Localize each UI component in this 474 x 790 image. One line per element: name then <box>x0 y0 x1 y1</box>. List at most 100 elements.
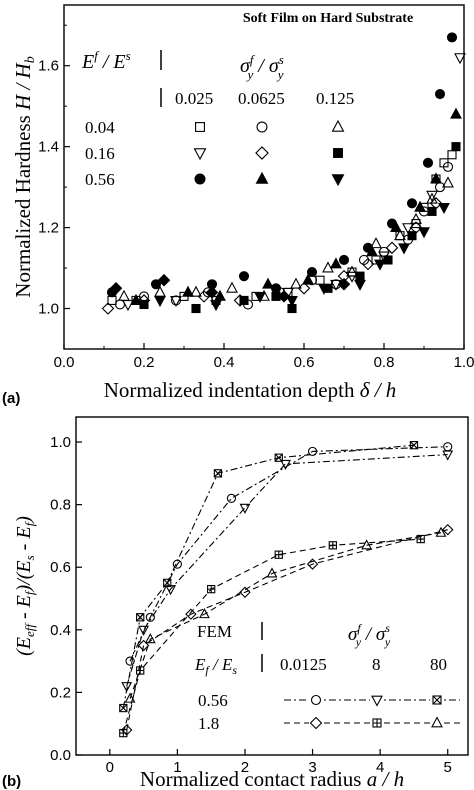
point-b-crossed-square-cross <box>163 578 172 587</box>
legend-b-row-value: 1.8 <box>198 714 219 733</box>
point-b-plus-square-plus <box>136 666 144 675</box>
point-a-open-triangle-up <box>370 237 382 249</box>
point-a-filled-triangle-up <box>182 285 194 297</box>
x-tick-label-a: 1.0 <box>454 354 474 371</box>
point-a-open-triangle-up <box>226 281 238 293</box>
legend-b-crossed-square-cross <box>432 695 442 705</box>
legend-a-row-value: 0.56 <box>85 170 115 189</box>
point-a-open-triangle-up <box>394 229 406 241</box>
point-a-filled-triangle-up <box>430 172 442 184</box>
legend-a-col-value: 0.025 <box>175 89 213 108</box>
series-line-b-crossed-square <box>122 444 414 709</box>
panel-a-x-axis-label: Normalized indentation depth δ / h <box>104 378 397 402</box>
point-a-filled-triangle-up <box>330 257 342 269</box>
point-b-open-circle <box>125 656 135 666</box>
x-tick-label-a: 0.0 <box>54 354 75 371</box>
x-tick-label-b: 0 <box>106 759 114 776</box>
point-b-crossed-square-box <box>136 613 145 622</box>
x-tick-label-a: 0.8 <box>374 354 395 371</box>
legend-b-marker-bg <box>309 716 323 730</box>
legend-b-col-value: 0.0125 <box>280 655 327 674</box>
point-b-open-triangle-up <box>266 567 278 578</box>
panel-a-data-points <box>101 32 466 315</box>
y-tick-label-b: 0.6 <box>50 559 71 576</box>
legend-b-open-diamond <box>309 716 323 730</box>
point-b-open-circle <box>226 493 237 503</box>
x-tick-label-a: 0.4 <box>214 354 235 371</box>
legend-a-filled-triangle-down <box>331 174 345 187</box>
legend-a-filled-square <box>333 148 343 158</box>
panel-b: 0 1 2 3 4 5 0.0 0.2 0.4 0.6 0.8 1.0 FEM σf y / σs y E… <box>2 416 469 790</box>
point-a-filled-triangle-down <box>210 300 222 312</box>
point-b-crossed-square <box>136 613 145 622</box>
point-a-filled-triangle-down <box>398 243 410 255</box>
legend-b-col-value: 8 <box>372 655 381 674</box>
panel-a-legend-row-header: Ef / Es <box>81 48 131 73</box>
point-a-filled-triangle-down <box>374 259 386 271</box>
series-line-b-open-triangle-down <box>126 454 448 687</box>
point-a-open-triangle-down <box>122 300 134 312</box>
legend-a-filled-triangle-up <box>255 171 269 184</box>
point-b-open-circle <box>307 446 318 457</box>
point-a-filled-triangle-up <box>302 273 314 285</box>
point-a-filled-triangle-down <box>354 279 366 291</box>
point-a-filled-triangle-up <box>262 277 274 289</box>
point-b-plus-square <box>416 534 425 544</box>
legend-b-crossed-square-box <box>432 695 442 705</box>
point-a-filled-square <box>451 142 461 152</box>
point-a-filled-circle <box>338 254 350 266</box>
point-b-open-triangle-up <box>124 692 136 703</box>
series-line-b-open-triangle-up <box>129 532 442 699</box>
x-tick-label-b: 3 <box>308 759 316 776</box>
point-a-open-triangle-up <box>410 212 422 224</box>
legend-a-open-square <box>195 122 205 132</box>
panel-a-y-axis-label: Normalized Hardness H / Hb <box>11 56 38 297</box>
point-b-open-triangle-up <box>144 633 156 644</box>
point-a-filled-diamond <box>337 277 351 291</box>
point-a-open-triangle-down <box>426 190 438 202</box>
legend-a-row-value: 0.16 <box>85 144 115 163</box>
panel-a-label: (a) <box>2 390 20 407</box>
legend-b-open-triangle-down <box>371 695 383 707</box>
point-a-open-triangle-up <box>346 265 358 277</box>
point-b-plus-square <box>328 541 337 550</box>
point-b-crossed-square-cross <box>409 441 418 450</box>
point-a-filled-triangle-up <box>450 107 462 119</box>
point-a-filled-circle <box>422 157 434 168</box>
x-tick-label-b: 2 <box>241 759 249 776</box>
point-a-open-circle <box>138 291 150 302</box>
point-b-open-triangle-down <box>280 459 291 471</box>
point-a-open-triangle-up <box>322 261 334 273</box>
point-a-open-diamond <box>101 302 115 315</box>
point-b-crossed-square-box <box>213 469 223 478</box>
panel-b-ticks: 0 1 2 3 4 5 0.0 0.2 0.4 0.6 0.8 1.0 <box>50 434 452 776</box>
point-b-plus-square <box>136 666 145 675</box>
point-b-plus-square-plus <box>329 541 337 549</box>
point-b-crossed-square-cross <box>274 453 283 462</box>
point-b-crossed-square <box>274 453 283 462</box>
point-a-filled-triangle-down <box>318 283 330 295</box>
point-a-filled-circle <box>446 32 458 43</box>
point-b-crossed-square-cross <box>119 704 128 713</box>
point-b-crossed-square <box>119 703 128 713</box>
point-a-open-triangle-up <box>290 277 302 289</box>
panel-a-legend-col-header: σf y / σs y <box>240 52 284 82</box>
point-a-filled-triangle-down <box>154 296 166 308</box>
point-b-plus-square <box>274 550 283 559</box>
point-b-open-circle <box>145 612 155 622</box>
point-a-open-diamond <box>361 257 375 271</box>
point-b-open-triangle-up <box>198 608 210 619</box>
y-tick-label-b: 0.4 <box>50 622 71 639</box>
panel-b-legend-col-header: σf y / σs y <box>348 621 391 649</box>
panel-a-ticks: 0.0 0.2 0.4 0.6 0.8 1.0 1.0 1.2 1.4 1.6 <box>38 24 474 371</box>
point-a-filled-triangle-down <box>286 296 298 308</box>
point-b-open-triangle-down <box>442 450 454 461</box>
point-b-open-triangle-down <box>239 503 251 514</box>
point-b-plus-square-plus <box>275 551 283 559</box>
point-b-crossed-square <box>409 441 419 450</box>
point-a-filled-triangle-down <box>418 227 430 239</box>
point-a-open-diamond <box>197 290 211 303</box>
y-tick-label-a: 1.6 <box>38 58 59 75</box>
point-a-filled-diamond <box>205 286 219 299</box>
point-a-filled-square <box>191 303 201 314</box>
